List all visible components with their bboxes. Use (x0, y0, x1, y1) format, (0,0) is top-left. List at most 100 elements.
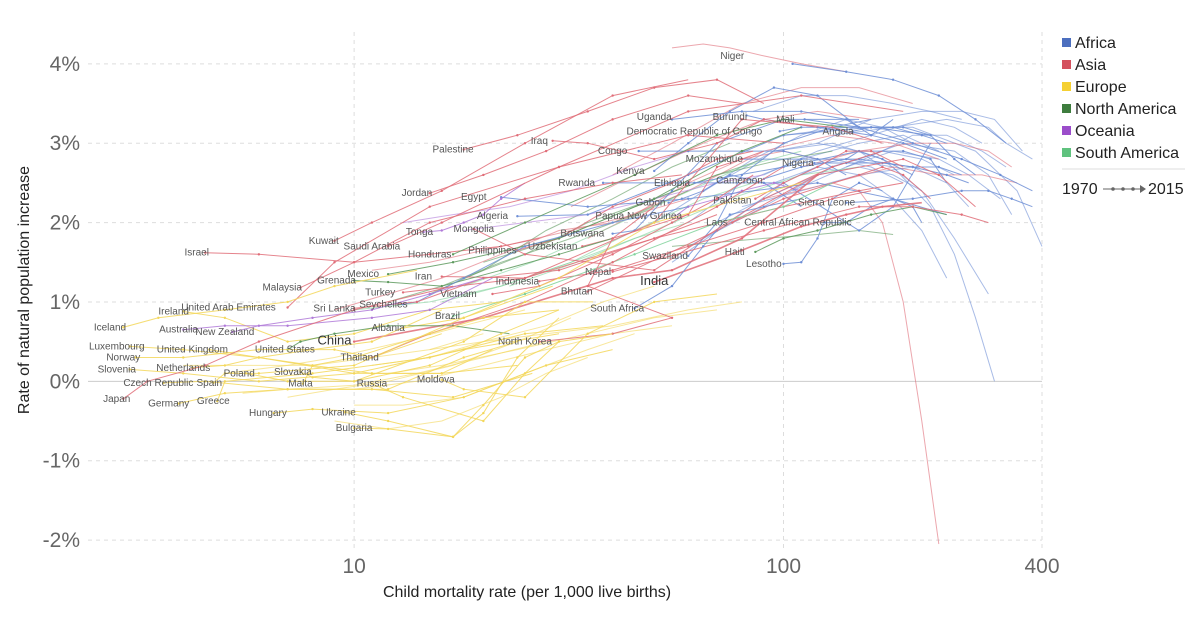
data-point (901, 173, 905, 177)
trajectory-line (388, 309, 718, 374)
country-label: Russia (357, 379, 388, 390)
data-point (601, 181, 605, 185)
data-point (462, 340, 465, 343)
country-label: Kenya (616, 166, 645, 177)
data-point (462, 276, 465, 280)
data-point (482, 213, 485, 216)
data-point (370, 221, 374, 224)
data-point (670, 268, 674, 272)
data-point (386, 324, 390, 327)
data-point (299, 286, 302, 289)
data-point (516, 134, 519, 137)
data-point (851, 130, 854, 133)
data-point (523, 221, 527, 224)
series-tonga (422, 182, 526, 234)
data-point (386, 280, 390, 284)
series-ireland (182, 301, 502, 343)
data-point (538, 280, 541, 283)
country-label: Ukraine (321, 407, 356, 418)
data-point (782, 237, 785, 240)
country-label: Indonesia (496, 276, 540, 287)
data-point (586, 205, 589, 208)
data-point (974, 118, 977, 121)
country-label: Bulgaria (336, 423, 373, 434)
data-point (911, 205, 914, 208)
time-end-label: 2015 (1148, 181, 1184, 198)
data-point (687, 254, 690, 258)
data-point (831, 126, 834, 129)
series-line (675, 182, 802, 217)
data-point (611, 261, 614, 264)
data-point (257, 253, 261, 256)
data-point (670, 181, 674, 185)
data-point (272, 411, 275, 415)
legend-swatch (1062, 38, 1071, 47)
y-tick-label: 4% (50, 53, 80, 76)
trajectory-line (334, 357, 588, 430)
country-label: Slovakia (274, 367, 312, 378)
x-axis-title: Child mortality rate (per 1,000 live bir… (383, 584, 671, 601)
data-point (286, 306, 289, 309)
data-point (586, 213, 589, 216)
data-point (299, 340, 302, 343)
country-label: Kuwait (309, 236, 339, 247)
series-honduras (451, 118, 847, 256)
country-label: Netherlands (156, 363, 210, 374)
data-point (299, 370, 302, 373)
trajectory-line (429, 301, 742, 351)
data-point (386, 245, 390, 248)
country-label: Congo (598, 146, 628, 157)
series-south-africa (633, 198, 802, 310)
series-line (441, 118, 883, 279)
data-point (204, 364, 207, 367)
data-point (428, 253, 431, 256)
data-point (516, 356, 519, 359)
data-point (204, 251, 207, 254)
data-point (901, 141, 905, 145)
y-tick-label: 3% (50, 132, 80, 155)
data-point (670, 316, 674, 320)
country-label: Greece (197, 396, 230, 407)
data-point (845, 149, 848, 153)
data-point (687, 94, 690, 97)
country-label: Lesotho (746, 259, 782, 270)
series-line (783, 182, 883, 265)
series-line (653, 201, 922, 283)
data-point (728, 173, 732, 177)
data-point (816, 181, 819, 185)
country-label: Thailand (340, 353, 378, 364)
country-label: Jordan (402, 188, 433, 199)
data-point (586, 290, 589, 293)
series-moldova (440, 293, 718, 399)
country-label: Nepal (585, 267, 611, 278)
data-point (816, 237, 819, 240)
data-point (960, 157, 963, 161)
series-malta (301, 309, 560, 385)
country-label: Uganda (637, 112, 672, 123)
data-point (687, 245, 690, 248)
series-line (183, 277, 493, 331)
data-point (633, 307, 636, 310)
trajectory-line (463, 174, 764, 231)
trajectory-line (183, 333, 484, 366)
legend-item-label: North America (1075, 101, 1176, 118)
data-point (869, 213, 873, 216)
country-label: Grenada (317, 276, 356, 287)
series-line (792, 63, 1007, 144)
data-point (301, 382, 305, 385)
series-greece (216, 325, 604, 403)
data-point (869, 134, 873, 137)
data-point (182, 310, 185, 313)
series-line (216, 325, 604, 402)
data-point (523, 332, 527, 335)
data-point (428, 356, 431, 359)
data-point (845, 157, 848, 161)
data-point (157, 316, 160, 320)
data-point (740, 110, 744, 113)
series-line (387, 95, 904, 247)
legend-item-label: Africa (1075, 35, 1116, 52)
data-point (462, 388, 465, 391)
data-point (670, 221, 674, 224)
series-line (552, 118, 818, 160)
data-point (128, 345, 131, 348)
